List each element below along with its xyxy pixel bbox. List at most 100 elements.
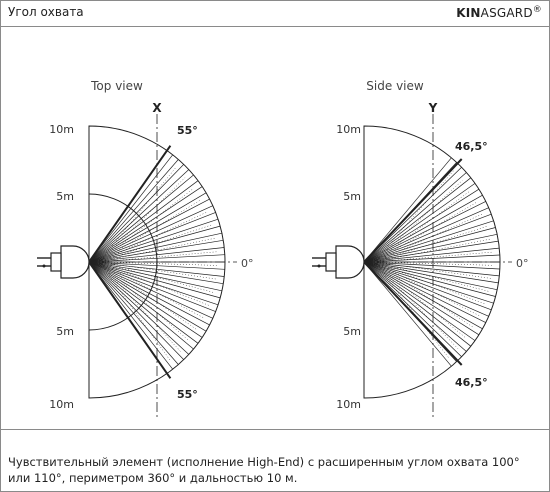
top-view-zone-dotted-ray bbox=[98, 261, 181, 352]
top-view-range-outline bbox=[88, 125, 226, 399]
side-view-zone-ray bbox=[363, 261, 492, 311]
top-view-zone-dotted-ray bbox=[98, 261, 198, 331]
side-view-zone-dotted-ray bbox=[373, 261, 449, 358]
side-view-zone-ray bbox=[363, 207, 489, 263]
top-view-boundary-line-bottom bbox=[88, 261, 172, 379]
side-view-sensor-dome bbox=[335, 245, 365, 279]
top-view-angle-bottom: 55° bbox=[177, 388, 198, 401]
top-view-zone-ray bbox=[88, 261, 221, 299]
top-view-zone-ray bbox=[88, 180, 199, 263]
side-view-zone-dotted-ray bbox=[373, 190, 471, 263]
side-view-diagram: Side view Y 10m 5m 5m 10m 46,5° 46,5° 0° bbox=[312, 79, 529, 418]
side-view-zone-ray bbox=[363, 261, 472, 347]
top-view-zone-dotted-ray bbox=[98, 167, 176, 263]
side-view-axis-letter: Y bbox=[428, 101, 438, 115]
top-view-zone-ray bbox=[88, 212, 216, 263]
top-view-zero-angle: 0° bbox=[241, 257, 254, 270]
top-view-zone-ray bbox=[88, 169, 189, 263]
side-view-sensor-icon bbox=[312, 245, 365, 279]
side-view-zone-ray bbox=[363, 261, 486, 323]
side-view-mid-bottom: 5m bbox=[343, 325, 361, 338]
side-view-zone-ray bbox=[363, 220, 494, 263]
top-view-zone-ray bbox=[88, 261, 184, 360]
side-view-zone-ray bbox=[363, 240, 499, 263]
side-view-range-bottom: 10m bbox=[336, 398, 361, 411]
top-view-zone-ray bbox=[88, 205, 213, 263]
side-view-label: Side view bbox=[366, 79, 424, 93]
side-view-angle-bottom: 46,5° bbox=[455, 376, 488, 389]
side-view-zone-ray bbox=[363, 261, 452, 367]
top-view-sensor-body bbox=[50, 252, 62, 272]
side-view-zone-ray bbox=[363, 172, 467, 263]
side-view-zone-ray bbox=[363, 261, 499, 284]
top-view-zone-dotted-ray bbox=[98, 177, 186, 263]
top-view-zone-ray bbox=[88, 261, 219, 306]
header-divider bbox=[0, 26, 550, 27]
brand-mark: ® bbox=[532, 5, 542, 15]
side-view-zone-ray bbox=[363, 201, 486, 263]
top-view-angle-top: 55° bbox=[177, 124, 198, 137]
side-view-zone-ray bbox=[363, 194, 483, 263]
side-view-zone-ray bbox=[363, 261, 489, 317]
side-view-zone-ray bbox=[363, 227, 496, 263]
side-view-angle-top: 46,5° bbox=[455, 140, 488, 153]
top-view-zone-ray bbox=[88, 192, 207, 263]
side-view-boundary-line-bottom bbox=[363, 261, 463, 366]
top-view-range-top: 10m bbox=[49, 123, 74, 136]
side-view-zone-ray bbox=[363, 261, 496, 297]
brand-logo: KINASGARD® bbox=[456, 5, 542, 20]
top-view-zone-ray bbox=[88, 198, 210, 263]
top-view-zone-ray bbox=[88, 174, 194, 263]
top-view-zone-dotted-ray bbox=[98, 188, 194, 263]
side-view-zone-ray bbox=[363, 233, 498, 263]
top-view-mid-top: 5m bbox=[56, 190, 74, 203]
top-view-sensor-dome bbox=[60, 245, 90, 279]
top-view-zone-ray bbox=[88, 261, 207, 332]
side-view-zone-ray bbox=[363, 261, 494, 304]
top-view-boundary-line-top bbox=[88, 145, 172, 263]
top-view-zone-dotted-ray bbox=[98, 261, 205, 319]
side-view-zone-dotted-ray bbox=[373, 201, 478, 263]
side-view-zone-ray bbox=[363, 261, 476, 341]
top-view-label: Top view bbox=[90, 79, 143, 93]
side-view-zone-ray bbox=[363, 261, 467, 352]
side-view-zone-dotted-ray bbox=[373, 261, 474, 328]
top-view-zone-dotted-ray bbox=[98, 261, 190, 342]
top-view-axis-letter: X bbox=[152, 101, 162, 115]
side-view-zone-ray bbox=[363, 177, 472, 263]
side-view-boundary-line-top bbox=[363, 158, 463, 263]
side-view-zone-ray bbox=[363, 261, 500, 277]
top-view-zone-ray bbox=[88, 261, 224, 285]
top-view-zone-ray bbox=[88, 261, 210, 326]
top-view-zone-ray bbox=[88, 261, 225, 277]
top-view-sensor-dot bbox=[42, 264, 46, 268]
top-view-range-bottom: 10m bbox=[49, 398, 74, 411]
side-view-range-outline bbox=[363, 125, 501, 399]
top-view-diagram: Top view X 10m 5m 5m 10m 55° 55° 0° bbox=[37, 79, 254, 418]
top-view-zone-ray bbox=[88, 261, 199, 344]
brand-bold: KIN bbox=[456, 6, 481, 20]
top-view-zone-ray bbox=[88, 186, 203, 263]
top-view-zone-ray bbox=[88, 154, 173, 263]
top-view-zone-ray bbox=[88, 225, 221, 263]
description-caption: Чувствительный элемент (исполнение High-… bbox=[8, 455, 520, 485]
side-view-zone-dotted-ray bbox=[373, 170, 454, 263]
top-view-zone-ray bbox=[88, 261, 194, 350]
side-view-zone-dotted-ray bbox=[373, 180, 463, 263]
panel-title: Угол охвата bbox=[8, 5, 84, 19]
top-view-zone-dotted-ray bbox=[98, 199, 201, 263]
side-view-zero-angle: 0° bbox=[516, 257, 529, 270]
top-view-zone-ray bbox=[88, 261, 189, 355]
footer-divider bbox=[0, 429, 550, 430]
top-view-zone-ray bbox=[88, 261, 216, 312]
top-view-zone-ray bbox=[88, 239, 224, 263]
top-view-zone-ray bbox=[88, 164, 184, 263]
side-view-zone-ray bbox=[363, 261, 500, 270]
side-view-zone-ray bbox=[363, 183, 476, 263]
top-view-zone-ray bbox=[88, 261, 179, 365]
top-view-zone-ray bbox=[88, 261, 173, 370]
side-view-zone-dotted-ray bbox=[373, 261, 467, 339]
side-view-sensor-body bbox=[325, 252, 337, 272]
top-view-zone-ray bbox=[88, 232, 222, 263]
